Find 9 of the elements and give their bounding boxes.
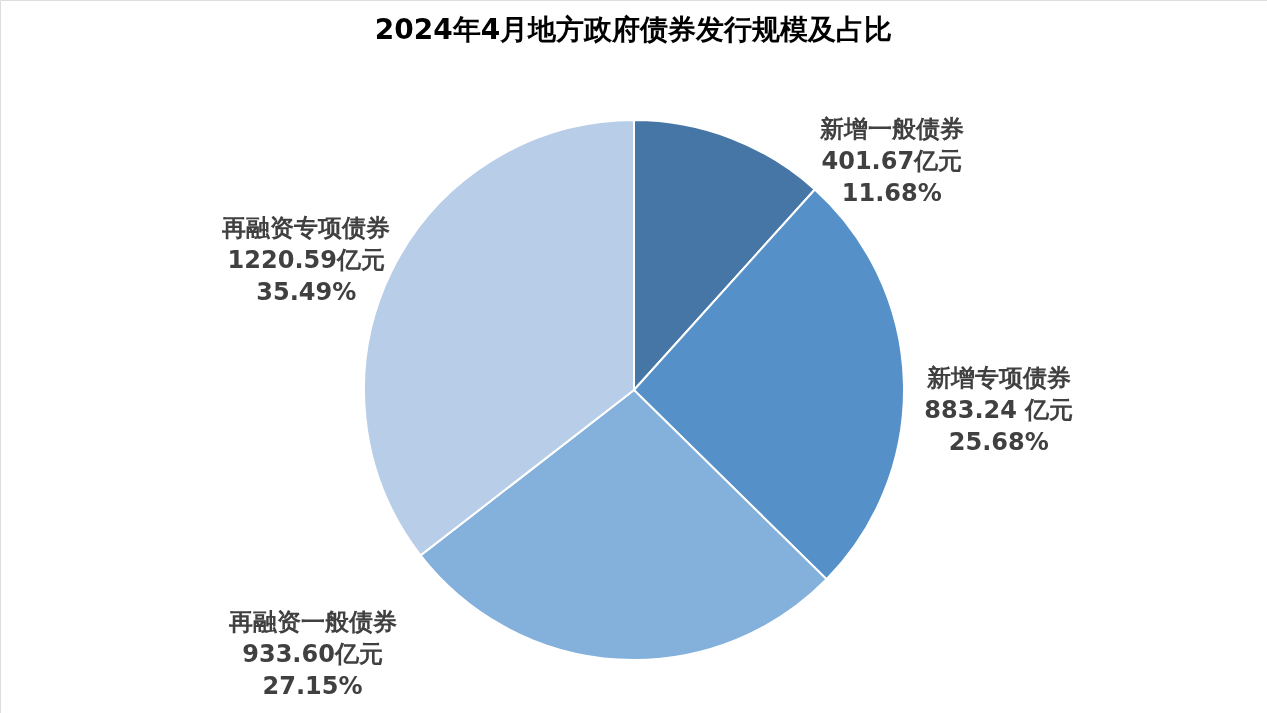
data-label: 933.60亿元 27.15% xyxy=(242,640,383,700)
data-label: 1220.59亿元 35.49% xyxy=(227,246,385,307)
slice-label: 再融资一般债券 xyxy=(227,608,397,636)
data-label: 401.67亿元 11.68% xyxy=(821,147,963,207)
chart-title: 2024年4月地方政府债券发行规模及占比 xyxy=(374,13,893,46)
slice-label: 新增专项债券 xyxy=(925,364,1071,393)
slice-label: 再融资专项债券 xyxy=(221,214,391,243)
data-label: 883.24 亿元 25.68% xyxy=(924,396,1074,457)
slice-label: 新增一般债券 xyxy=(818,115,964,143)
